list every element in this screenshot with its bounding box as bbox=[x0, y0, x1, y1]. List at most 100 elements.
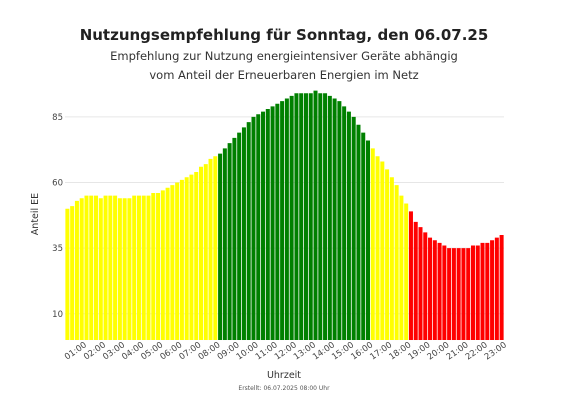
x-axis-label: Uhrzeit bbox=[267, 370, 301, 381]
chart-subtitle-line-1: Empfehlung zur Nutzung energieintensiver… bbox=[110, 49, 458, 63]
bar bbox=[428, 237, 433, 341]
bar bbox=[198, 166, 203, 340]
bar bbox=[404, 203, 409, 340]
bar bbox=[232, 137, 237, 341]
bar bbox=[79, 198, 84, 340]
bar bbox=[303, 93, 308, 340]
bar bbox=[456, 248, 461, 341]
bar bbox=[442, 245, 447, 340]
bar bbox=[499, 235, 504, 340]
bar bbox=[394, 185, 399, 341]
bar bbox=[70, 206, 75, 341]
bar bbox=[261, 111, 266, 341]
bar bbox=[127, 198, 132, 340]
bar bbox=[113, 195, 118, 341]
bar bbox=[208, 158, 213, 341]
bar bbox=[203, 164, 208, 341]
bar bbox=[356, 124, 361, 340]
bar bbox=[485, 242, 490, 341]
bar bbox=[346, 111, 351, 341]
bar bbox=[146, 195, 151, 341]
bar bbox=[413, 221, 418, 341]
y-tick-label: 10 bbox=[52, 310, 63, 320]
bar bbox=[265, 109, 270, 340]
bar bbox=[370, 148, 375, 341]
y-axis-label: Anteil EE bbox=[30, 193, 41, 235]
bar bbox=[461, 248, 466, 341]
bar bbox=[361, 132, 366, 341]
bar bbox=[366, 140, 371, 340]
bar bbox=[327, 95, 332, 341]
bar bbox=[98, 198, 103, 340]
bar bbox=[399, 195, 404, 341]
bar bbox=[122, 198, 127, 340]
bar bbox=[351, 116, 356, 341]
y-tick-label: 60 bbox=[52, 179, 63, 189]
bar bbox=[323, 93, 328, 340]
bar bbox=[141, 195, 146, 341]
bar bbox=[289, 95, 294, 341]
bar bbox=[189, 174, 194, 341]
bar bbox=[108, 195, 113, 341]
bar bbox=[194, 172, 199, 340]
bar bbox=[375, 156, 380, 340]
bar bbox=[447, 248, 452, 341]
bar bbox=[117, 198, 122, 340]
bar bbox=[165, 187, 170, 340]
bar bbox=[408, 211, 413, 341]
bar bbox=[423, 232, 428, 341]
bar bbox=[74, 200, 79, 341]
bar bbox=[318, 93, 323, 340]
x-tick-labels: 01:0002:0003:0004:0005:0006:0007:0008:00… bbox=[63, 340, 509, 362]
bars bbox=[65, 90, 504, 341]
bar bbox=[284, 98, 289, 340]
bar bbox=[418, 227, 423, 341]
bar bbox=[490, 240, 495, 340]
bar bbox=[151, 193, 156, 340]
bar bbox=[451, 248, 456, 341]
bar bbox=[241, 127, 246, 341]
bar bbox=[65, 208, 70, 340]
bar bbox=[184, 177, 189, 340]
bar bbox=[432, 240, 437, 340]
bar bbox=[132, 195, 137, 341]
bar bbox=[170, 185, 175, 341]
bar bbox=[437, 242, 442, 341]
bar bbox=[380, 161, 385, 340]
bar bbox=[389, 177, 394, 340]
bar bbox=[299, 93, 304, 340]
bar bbox=[227, 143, 232, 341]
bar bbox=[280, 101, 285, 341]
bar bbox=[313, 90, 318, 341]
bar bbox=[84, 195, 89, 341]
y-tick-label: 35 bbox=[52, 244, 63, 254]
bar bbox=[256, 114, 261, 340]
bar bbox=[251, 116, 256, 341]
bar bbox=[94, 195, 99, 341]
bar bbox=[213, 156, 218, 340]
bar bbox=[175, 182, 180, 340]
bar bbox=[494, 237, 499, 341]
bar bbox=[466, 248, 471, 341]
bar bbox=[480, 242, 485, 341]
bar bbox=[103, 195, 108, 341]
bar bbox=[332, 98, 337, 340]
y-tick-labels: 10 35 60 85 bbox=[52, 113, 63, 320]
bar bbox=[308, 93, 313, 340]
bar bbox=[160, 190, 165, 341]
bar bbox=[136, 195, 141, 341]
x-tick-label: 23:00 bbox=[483, 340, 509, 362]
bar bbox=[294, 93, 299, 340]
bar bbox=[275, 103, 280, 340]
bar bbox=[342, 106, 347, 341]
chart-subtitle-line-2: vom Anteil der Erneuerbaren Energien im … bbox=[149, 68, 418, 82]
bar bbox=[237, 132, 242, 341]
bar bbox=[179, 179, 184, 341]
bar bbox=[156, 193, 161, 340]
bar bbox=[89, 195, 94, 341]
bar bbox=[218, 153, 223, 341]
y-tick-label: 85 bbox=[52, 113, 63, 123]
bar bbox=[475, 245, 480, 340]
chart-title: Nutzungsempfehlung für Sonntag, den 06.0… bbox=[80, 26, 489, 44]
bar bbox=[385, 169, 390, 341]
